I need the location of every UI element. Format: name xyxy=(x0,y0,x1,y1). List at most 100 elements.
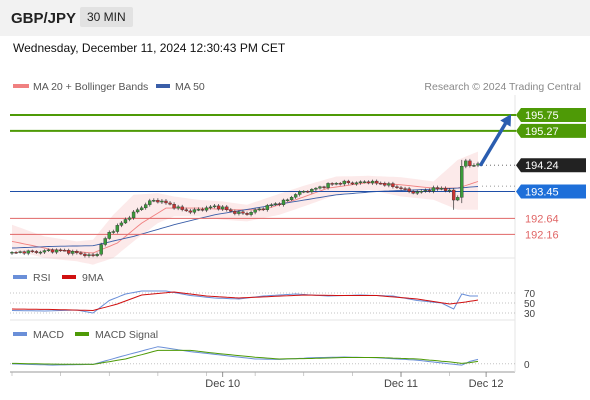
candle-body xyxy=(423,190,428,192)
candle-body xyxy=(447,189,452,192)
forecast-arrow-head xyxy=(500,114,512,127)
candle-body xyxy=(79,252,83,255)
candle-body xyxy=(281,199,286,205)
x-axis: Dec 10 Dec 11 Dec 12 xyxy=(11,372,504,390)
candle-body xyxy=(395,186,399,188)
candle-body xyxy=(50,249,55,253)
candle-body xyxy=(370,180,375,184)
candle-body xyxy=(216,205,221,210)
candle-body xyxy=(30,250,34,253)
candle-body xyxy=(476,163,480,166)
candle-body xyxy=(115,225,120,232)
candle-body xyxy=(172,204,176,209)
candle-body xyxy=(204,207,209,211)
legend-swatch-macd xyxy=(13,332,27,336)
level-tag-target xyxy=(516,123,586,138)
candle-body xyxy=(257,208,261,211)
candle-body xyxy=(277,203,282,205)
copyright: Research © 2024 Trading Central xyxy=(424,81,581,93)
candle-body xyxy=(75,251,79,254)
candle-body xyxy=(472,165,476,167)
candle-body xyxy=(233,211,237,214)
candle-body xyxy=(192,209,197,213)
candle-body xyxy=(237,211,241,214)
candle-body xyxy=(379,182,383,185)
candle-body xyxy=(71,251,75,254)
candle-body xyxy=(34,251,39,253)
candle-body xyxy=(387,183,391,186)
candle-body xyxy=(200,209,205,211)
timestamp: Wednesday, December 11, 2024 12:30:43 PM… xyxy=(13,41,286,55)
candle-body xyxy=(127,217,132,220)
candle-body xyxy=(306,191,310,193)
candle-body xyxy=(443,188,448,191)
legend-swatch-rsi xyxy=(13,275,27,279)
candle-body xyxy=(46,249,51,252)
candle-body xyxy=(164,200,168,204)
candle-body xyxy=(229,209,233,212)
legend-swatch-ma20 xyxy=(13,84,29,88)
candle-body xyxy=(293,194,298,198)
candle-body xyxy=(318,186,322,189)
candle-body xyxy=(225,206,229,210)
x-tick-label: Dec 10 xyxy=(205,378,240,390)
candle-body xyxy=(99,244,103,255)
candle-body xyxy=(285,199,290,202)
candle-body xyxy=(350,182,355,185)
candle-body xyxy=(208,206,213,209)
candle-body xyxy=(273,203,278,205)
candle-body xyxy=(322,186,326,188)
candle-body xyxy=(160,200,164,203)
candle-body xyxy=(168,202,172,205)
candle-body xyxy=(144,204,148,209)
candle-body xyxy=(119,222,124,226)
candle-body xyxy=(431,187,436,192)
candle-body xyxy=(212,205,217,208)
candle-body xyxy=(314,187,318,190)
macd-level-label: 0 xyxy=(524,360,530,371)
forecast-arrow-shaft xyxy=(479,117,510,167)
candle-body xyxy=(269,204,274,206)
legend-ma20: MA 20 + Bollinger Bands xyxy=(33,81,148,93)
candle-body xyxy=(245,213,249,215)
candle-body xyxy=(411,191,415,194)
legend-9ma: 9MA xyxy=(82,272,104,284)
candle-body xyxy=(10,251,14,254)
candle-body xyxy=(403,188,407,190)
candle-body xyxy=(18,251,22,253)
candle-body xyxy=(221,206,225,210)
candle-body xyxy=(38,251,43,254)
rsi-level-label: 70 xyxy=(524,289,536,300)
candle-body xyxy=(399,187,403,189)
candle-body xyxy=(241,211,245,214)
level-tag-target xyxy=(516,107,586,122)
candle-body xyxy=(439,188,444,190)
candle-body xyxy=(139,207,144,210)
candle-body xyxy=(460,166,464,198)
candle-body xyxy=(427,190,432,192)
candle-body xyxy=(58,249,63,252)
candle-body xyxy=(302,191,306,193)
candle-body xyxy=(14,251,18,254)
candle-body xyxy=(415,191,419,194)
candle-body xyxy=(407,188,411,192)
candle-body xyxy=(91,254,95,256)
candle-body xyxy=(180,206,184,210)
candle-body xyxy=(87,254,91,256)
candle-body xyxy=(374,180,379,184)
candle-body xyxy=(26,250,30,254)
candle-body xyxy=(103,238,107,245)
timeframe-button[interactable]: 30 MIN xyxy=(80,7,133,27)
candle-body xyxy=(419,191,423,193)
candle-body xyxy=(67,250,71,254)
level-label: 195.27 xyxy=(525,126,559,138)
candle-body xyxy=(107,232,111,239)
level-label: 195.75 xyxy=(525,110,559,122)
candle-body xyxy=(456,197,460,201)
level-label: 193.45 xyxy=(525,186,559,198)
x-tick-label: Dec 11 xyxy=(384,378,418,390)
price-panel: 195.75 195.27 194.24 193.45 192.64 192.16 xyxy=(10,107,586,265)
candle-body xyxy=(451,189,456,201)
candle-body xyxy=(342,180,346,185)
